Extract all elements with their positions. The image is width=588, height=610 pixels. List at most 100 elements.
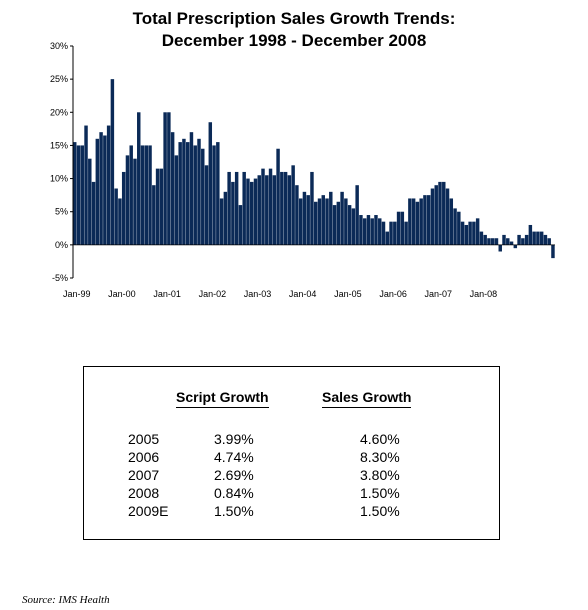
bar: [430, 188, 435, 245]
table-cell-year: 2005: [128, 431, 160, 447]
bar: [174, 155, 179, 245]
bar: [298, 198, 303, 245]
bar: [543, 234, 548, 245]
bar: [106, 125, 111, 245]
bar: [223, 191, 228, 245]
bar: [332, 205, 337, 245]
bar: [336, 201, 341, 245]
bar: [381, 221, 386, 245]
source-note: Source: IMS Health: [22, 594, 110, 606]
bar: [423, 195, 427, 245]
bar: [359, 215, 363, 245]
bar: [261, 168, 265, 245]
x-tick-label: Jan-99: [63, 289, 91, 299]
bar: [204, 165, 209, 245]
bar: [442, 181, 446, 245]
table-cell-year: 2008: [128, 485, 160, 501]
bar: [238, 205, 243, 245]
bar: [498, 244, 502, 252]
bar: [404, 221, 408, 245]
bar: [475, 218, 480, 245]
bar: [91, 181, 96, 245]
bar: [178, 142, 182, 245]
bar: [494, 238, 499, 245]
bar: [73, 142, 77, 245]
bar: [167, 112, 171, 245]
bar: [280, 171, 284, 245]
y-tick-label: 10%: [50, 174, 68, 184]
bar: [445, 188, 450, 245]
growth-table: Script Growth Sales Growth 2005 3.99% 4.60…: [83, 366, 500, 540]
chart-subtitle: December 1998 - December 2008: [161, 31, 427, 50]
bar: [460, 221, 465, 245]
bar: [513, 244, 518, 249]
bar: [152, 185, 156, 245]
bar: [249, 181, 254, 245]
bar: [551, 244, 555, 259]
bar: [231, 181, 235, 245]
bar: [189, 132, 194, 245]
bar: [295, 185, 299, 245]
bar: [396, 211, 401, 245]
table-cell-sales: 1.50%: [360, 485, 400, 501]
y-tick-label: 15%: [50, 140, 68, 150]
x-tick-label: Jan-01: [153, 289, 181, 299]
bar: [95, 138, 100, 245]
bar: [185, 142, 190, 245]
bar: [536, 231, 540, 245]
bar: [347, 205, 352, 245]
bar: [99, 132, 103, 245]
bar: [140, 145, 145, 245]
table-cell-script: 4.74%: [214, 449, 254, 465]
x-tick-label: Jan-05: [334, 289, 362, 299]
bar: [351, 208, 356, 245]
bar: [464, 224, 469, 245]
bar: [426, 195, 431, 245]
bar: [291, 165, 295, 245]
bar: [302, 191, 307, 245]
bar: [314, 201, 318, 245]
bar: [521, 238, 525, 245]
bar: [242, 171, 246, 245]
bar: [272, 175, 277, 245]
bar: [325, 198, 329, 245]
bar: [182, 138, 186, 245]
y-tick-label: 25%: [50, 74, 68, 84]
script-growth-header: Script Growth: [176, 389, 269, 408]
bar: [110, 79, 115, 245]
y-tick-label: 20%: [50, 107, 68, 117]
y-tick-label: 0%: [55, 240, 68, 250]
y-tick-label: 5%: [55, 207, 68, 217]
bar: [547, 238, 551, 245]
bar: [114, 188, 118, 245]
y-tick-label: -5%: [52, 273, 68, 283]
bar: [121, 171, 126, 245]
bar: [532, 231, 536, 245]
bar: [253, 178, 258, 245]
bar: [539, 231, 544, 245]
bar: [457, 211, 461, 245]
bar: [276, 148, 280, 245]
bar: [400, 211, 405, 245]
x-tick-label: Jan-08: [470, 289, 498, 299]
bar: [257, 175, 261, 245]
bar: [490, 238, 495, 245]
table-cell-year: 2009E: [128, 503, 169, 519]
bar: [438, 181, 442, 245]
bar: [468, 221, 472, 245]
bar: [287, 175, 292, 245]
bar: [265, 175, 269, 245]
bar: [362, 218, 367, 245]
bar: [411, 198, 416, 245]
table-cell-year: 2006: [128, 449, 160, 465]
bar: [449, 198, 454, 245]
bar: [208, 122, 213, 245]
table-cell-year: 2007: [128, 467, 160, 483]
bar: [76, 145, 81, 245]
bar: [159, 168, 164, 245]
x-axis: Jan-99 Jan-00 Jan-01 Jan-02 Jan-03 Jan-04 Jan-…: [63, 289, 497, 299]
bar: [528, 224, 533, 245]
bar: [193, 145, 197, 245]
sales-growth-header: Sales Growth: [322, 389, 412, 408]
bar: [197, 138, 201, 245]
